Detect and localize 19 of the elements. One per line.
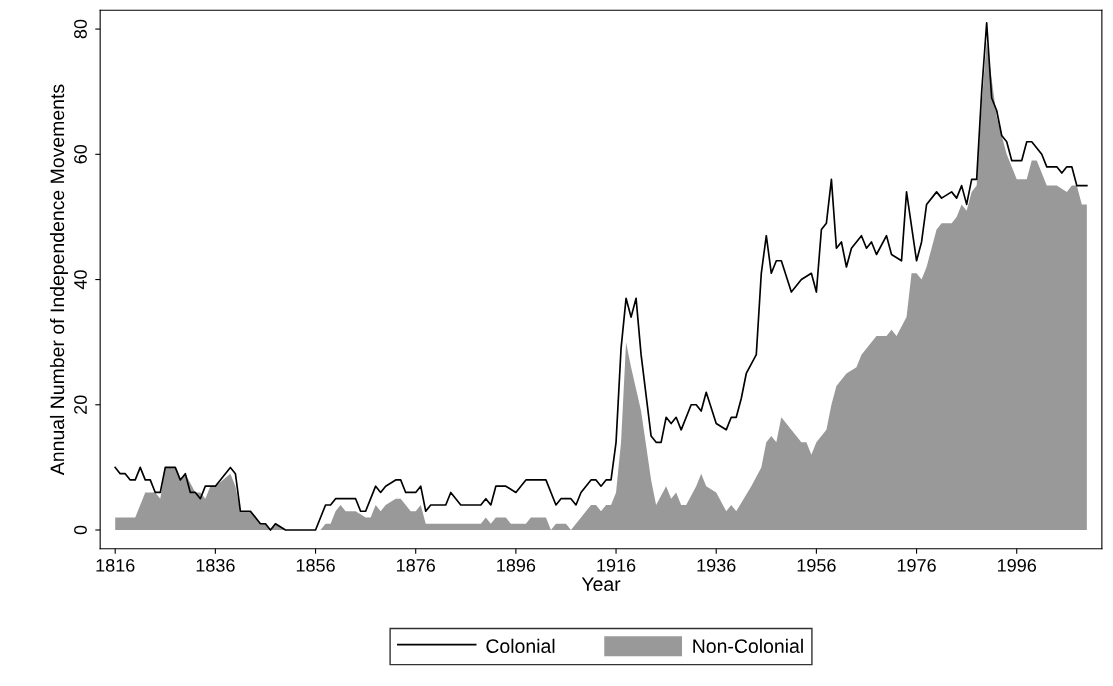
legend-label: Colonial [486,638,555,654]
y-tick-label: 40 [74,270,87,290]
y-axis-title: Annual Number of Independence Movements [49,84,69,476]
y-tick-label: 80 [74,19,87,39]
x-tick-label: 1836 [196,559,235,572]
x-tick-label: 1856 [296,559,335,572]
y-tick-label: 20 [74,395,87,414]
x-tick-label: 1876 [397,559,435,572]
x-tick-label: 1916 [597,559,636,572]
legend-label: Non-Colonial [693,638,803,654]
x-tick-label: 1816 [96,559,135,572]
x-tick-label: 1976 [897,559,936,572]
x-tick-label: 1956 [797,559,836,572]
x-axis-title: Year [581,577,621,592]
x-tick-label: 1936 [697,559,736,572]
x-tick-label: 1896 [497,559,536,572]
y-tick-label: 0 [74,525,87,535]
x-tick-label: 1996 [998,559,1037,572]
y-tick-label: 60 [74,144,87,164]
